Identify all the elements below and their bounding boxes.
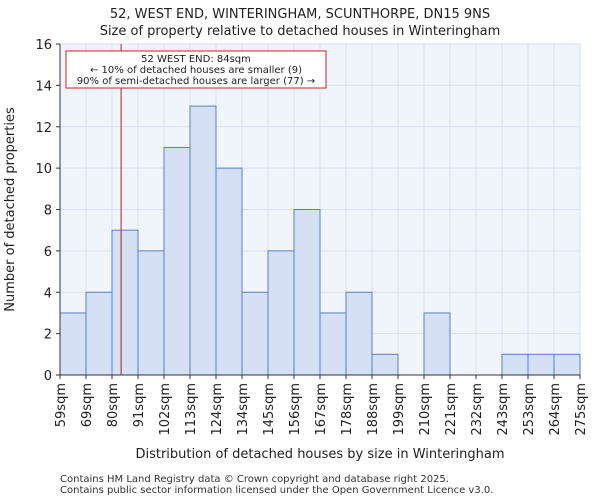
y-tick-label: 10 — [35, 162, 52, 177]
annotation-text-line: 52 WEST END: 84sqm — [141, 54, 251, 65]
x-tick-label: 102sqm — [158, 383, 173, 436]
histogram-bar — [85, 291, 113, 376]
x-tick-label: 69sqm — [80, 383, 95, 427]
annotation-text-line: 90% of semi-detached houses are larger (… — [77, 76, 315, 87]
x-tick-label: 124sqm — [210, 383, 225, 436]
x-tick-label: 134sqm — [236, 383, 251, 436]
y-axis-label: Number of detached properties — [3, 107, 18, 312]
histogram-bar — [527, 353, 555, 376]
y-tick-label: 2 — [44, 328, 52, 343]
x-tick-label: 178sqm — [340, 383, 355, 436]
x-tick-label: 113sqm — [184, 383, 199, 436]
x-tick-label: 80sqm — [106, 383, 121, 427]
histogram-bar — [137, 250, 165, 376]
x-tick-label: 156sqm — [288, 383, 303, 436]
annotation-text-line: ← 10% of detached houses are smaller (9) — [90, 65, 302, 76]
x-tick-label: 167sqm — [314, 383, 329, 436]
chart-title-line2: Size of property relative to detached ho… — [99, 24, 501, 39]
histogram-bar — [267, 250, 295, 376]
x-tick-label: 221sqm — [444, 383, 459, 436]
y-tick-label: 8 — [44, 204, 52, 219]
histogram-bar — [163, 146, 191, 376]
x-tick-label: 199sqm — [392, 383, 407, 436]
y-tick-label: 16 — [35, 38, 52, 53]
x-tick-label: 232sqm — [470, 383, 485, 436]
x-tick-label: 210sqm — [418, 383, 433, 436]
x-tick-label: 243sqm — [496, 383, 511, 436]
histogram-bar — [501, 353, 529, 376]
x-tick-label: 275sqm — [574, 383, 589, 436]
x-tick-label: 253sqm — [522, 383, 537, 436]
histogram-bar — [553, 353, 581, 376]
x-tick-label: 59sqm — [54, 383, 69, 427]
histogram-bar — [293, 209, 321, 376]
histogram-bar — [319, 312, 347, 376]
x-tick-label: 188sqm — [366, 383, 381, 436]
y-tick-label: 14 — [35, 79, 52, 94]
x-tick-label: 91sqm — [132, 383, 147, 427]
x-axis-label: Distribution of detached houses by size … — [135, 447, 504, 462]
y-tick-label: 12 — [35, 121, 52, 136]
chart-title-line1: 52, WEST END, WINTERINGHAM, SCUNTHORPE, … — [109, 7, 491, 22]
histogram-bar — [215, 167, 243, 376]
footer-copyright: Contains HM Land Registry data © Crown c… — [60, 474, 449, 485]
histogram-bar — [371, 353, 399, 376]
y-tick-label: 0 — [44, 369, 52, 384]
histogram-bar — [345, 291, 373, 376]
histogram-bar — [59, 312, 87, 376]
histogram-bar — [189, 105, 217, 376]
x-tick-label: 264sqm — [548, 383, 563, 436]
footer-licence: Contains public sector information licen… — [60, 485, 494, 496]
y-tick-label: 6 — [44, 245, 52, 260]
annotation-box — [65, 50, 327, 89]
histogram-bar — [423, 312, 451, 376]
histogram-bar — [111, 229, 139, 376]
x-tick-label: 145sqm — [262, 383, 277, 436]
histogram-bar — [241, 291, 269, 376]
y-tick-label: 4 — [44, 286, 52, 301]
